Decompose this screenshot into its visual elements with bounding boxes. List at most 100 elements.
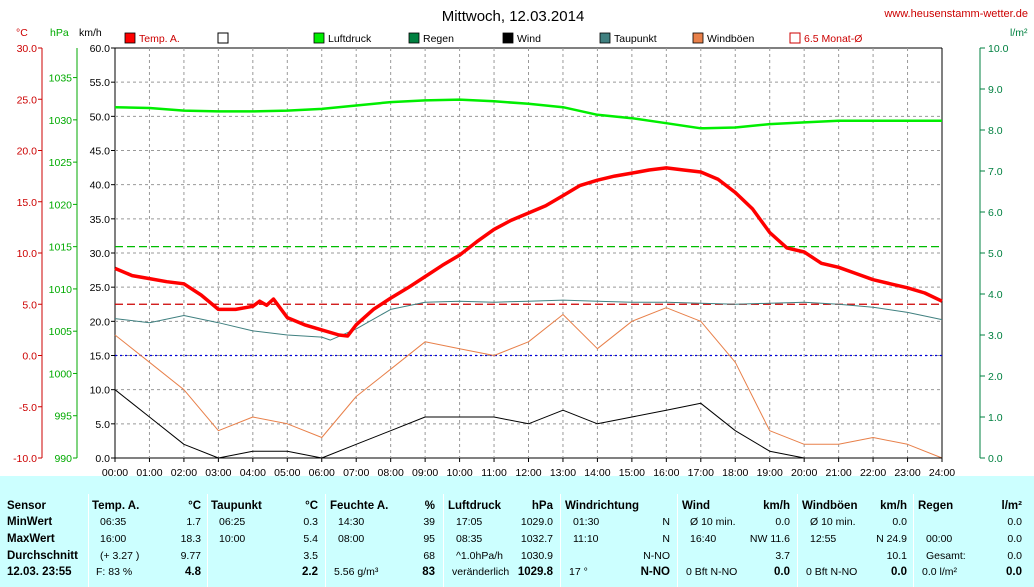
gust-row-value: N 24.9 — [876, 533, 907, 545]
hum-row-time: 14:30 — [338, 516, 365, 528]
dew-row-value: 3.5 — [303, 550, 318, 562]
gust-footer-label: 0 Bft N-NO — [806, 566, 858, 578]
dew-footer-value: 2.2 — [302, 566, 318, 578]
rain-tick-label: 9.0 — [988, 84, 1003, 96]
x-tick-label: 12:00 — [515, 467, 541, 476]
x-tick-label: 16:00 — [653, 467, 679, 476]
pressure-tick-label: 1005 — [49, 326, 73, 338]
column-divider — [677, 494, 678, 587]
rain-row-time: 00:00 — [926, 533, 953, 545]
temp-row-value: 18.3 — [180, 533, 201, 545]
rain-tick-label: 4.0 — [988, 289, 1003, 301]
temp-row-time: (+ 3.27 ) — [100, 550, 140, 562]
temp-unit-label: °C — [16, 27, 28, 39]
temp-tick-label: 25.0 — [17, 94, 38, 106]
x-tick-label: 23:00 — [894, 467, 920, 476]
x-tick-label: 15:00 — [619, 467, 645, 476]
legend-swatch — [408, 32, 420, 44]
legend-label: Regen — [423, 33, 454, 45]
sensor-header: Sensor — [7, 500, 46, 512]
series-line — [114, 307, 943, 459]
x-tick-label: 18:00 — [722, 467, 748, 476]
rain-row-value: 0.0 — [1007, 516, 1022, 528]
pressure-tick-label: 990 — [54, 453, 72, 465]
temp-tick-label: 20.0 — [17, 146, 38, 158]
legend: Temp. A. Luftdruck Regen Wind Taupunkt Windbö… — [124, 32, 862, 45]
legend-swatch — [502, 32, 514, 44]
gust-row-value: 10.1 — [886, 550, 907, 562]
pressure-tick-label: 1030 — [49, 115, 73, 127]
x-tick-label: 02:00 — [171, 467, 197, 476]
press-footer-value: 1029.8 — [517, 566, 553, 578]
x-tick-label: 09:00 — [412, 467, 438, 476]
dir-row-value: N — [662, 533, 670, 545]
dir-footer-value: N-NO — [640, 566, 670, 578]
dir-row-time: 01:30 — [573, 516, 600, 528]
legend-swatch — [217, 32, 229, 44]
column-divider — [88, 494, 89, 587]
legend-label: 6.5 Monat-Ø — [804, 33, 862, 45]
wind-tick-label: 35.0 — [90, 214, 111, 226]
series-group — [114, 98, 943, 459]
column-divider — [560, 494, 561, 587]
grid — [115, 48, 942, 458]
wind-row-value: NW 11.6 — [749, 533, 790, 545]
hum-footer-label: 5.56 g/m³ — [334, 566, 379, 578]
pressure-unit-label: hPa — [50, 27, 69, 39]
press-row-value: 1030.9 — [520, 550, 553, 562]
temp-row-time: 06:35 — [100, 516, 127, 528]
press-footer-label: veränderlich — [452, 566, 510, 578]
gust-row-time: Ø 10 min. — [810, 516, 856, 528]
legend-label: Windböen — [707, 33, 754, 45]
gust-unit: km/h — [880, 500, 907, 512]
x-tick-label: 10:00 — [446, 467, 472, 476]
wind-tick-label: 20.0 — [90, 316, 111, 328]
temp-tick-label: 15.0 — [17, 197, 38, 209]
dew-unit: °C — [305, 500, 318, 512]
sensor-footer: 12.03. 23:55 — [7, 566, 72, 578]
x-tick-label: 00:00 — [102, 467, 128, 476]
dir-row-value: N-NO — [643, 550, 670, 562]
press-row-time: ^1.0hPa/h — [456, 550, 503, 562]
series-line — [114, 299, 943, 341]
wind-row-time: Ø 10 min. — [690, 516, 736, 528]
rain-row-value: 0.0 — [1007, 550, 1022, 562]
sensor-row-label: Durchschnitt — [7, 550, 78, 562]
sensor-row-label: MaxWert — [7, 533, 55, 545]
temp-unit: °C — [188, 500, 201, 512]
series-line — [114, 389, 942, 459]
pressure-tick-label: 995 — [54, 411, 72, 423]
dir-header: Windrichtung — [565, 500, 639, 512]
wind-tick-label: 55.0 — [90, 77, 111, 89]
x-tick-label: 07:00 — [343, 467, 369, 476]
x-tick-label: 03:00 — [205, 467, 231, 476]
pressure-tick-label: 1000 — [49, 368, 73, 380]
temp-tick-label: -5.0 — [19, 402, 37, 414]
press-header: Luftdruck — [448, 500, 502, 512]
dew-row-time: 06:25 — [219, 516, 246, 528]
temp-row-value: 1.7 — [186, 516, 201, 528]
legend-swatch — [692, 32, 704, 44]
wind-unit-label: km/h — [79, 27, 102, 39]
legend-swatch — [789, 32, 801, 44]
column-divider — [207, 494, 208, 587]
legend-label: Taupunkt — [614, 33, 657, 45]
x-tick-label: 24:00 — [929, 467, 955, 476]
temp-footer-label: F: 83 % — [96, 566, 133, 578]
rain-footer-value: 0.0 — [1006, 566, 1022, 578]
wind-row-time: 16:40 — [690, 533, 717, 545]
site-link[interactable]: www.heusenstamm-wetter.de — [883, 8, 1028, 20]
dew-header: Taupunkt — [211, 500, 262, 512]
wind-row-value: 3.7 — [775, 550, 790, 562]
wind-row-value: 0.0 — [775, 516, 790, 528]
series-line — [114, 166, 943, 338]
rain-unit-label: l/m² — [1010, 27, 1028, 39]
legend-label: Temp. A. — [139, 33, 180, 45]
wind-tick-label: 0.0 — [95, 453, 110, 465]
hum-row-time: 08:00 — [338, 533, 365, 545]
wind-tick-label: 10.0 — [90, 385, 111, 397]
gust-row-value: 0.0 — [892, 516, 907, 528]
hum-unit: % — [424, 500, 435, 512]
gust-header: Windböen — [802, 500, 858, 512]
wind-tick-label: 30.0 — [90, 248, 111, 260]
